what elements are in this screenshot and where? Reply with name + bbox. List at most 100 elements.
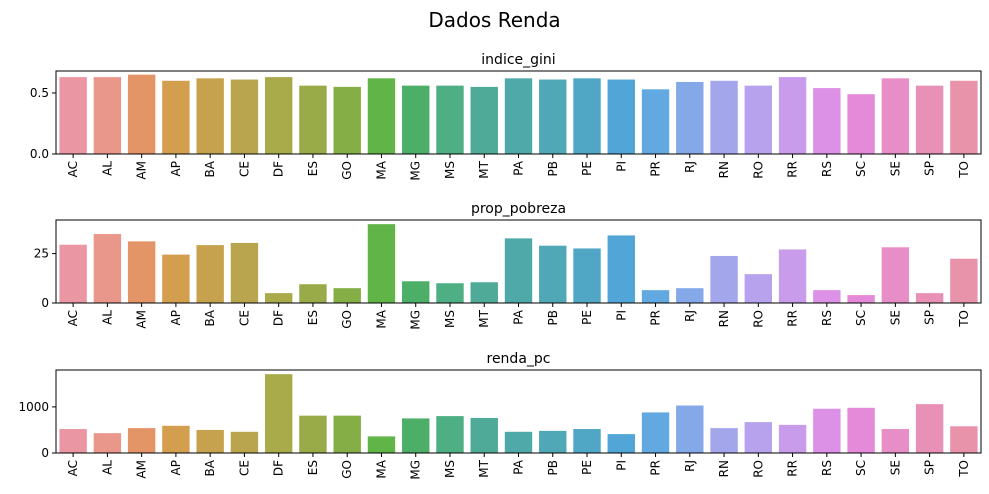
bar-mg <box>402 85 430 154</box>
x-tick-label: AM <box>135 161 149 180</box>
bar-pr <box>641 412 670 453</box>
bar-ap <box>162 80 190 154</box>
bar-ba <box>196 78 224 154</box>
x-tick-label: ES <box>306 161 320 176</box>
bar-ac <box>59 77 87 154</box>
x-tick-label: AL <box>100 460 114 475</box>
x-tick-label: PA <box>512 160 526 175</box>
x-tick-label: SC <box>854 310 868 326</box>
bar-am <box>127 428 156 453</box>
bar-pa <box>504 78 533 154</box>
x-tick-label: PA <box>512 459 526 474</box>
x-tick-label: SE <box>888 310 902 325</box>
bar-sc <box>847 94 875 154</box>
bar-rn <box>710 255 738 303</box>
x-tick-label: PI <box>614 310 628 321</box>
bar-al <box>93 234 122 303</box>
y-tick-label: 0 <box>41 296 49 310</box>
x-tick-label: DF <box>272 460 286 476</box>
bar-mg <box>402 418 430 453</box>
bar-al <box>93 77 122 154</box>
bar-rn <box>710 80 738 154</box>
x-tick-label: PR <box>649 460 663 476</box>
x-tick-label: SC <box>854 460 868 476</box>
bar-sc <box>847 407 875 453</box>
x-tick-label: AL <box>100 161 114 176</box>
x-tick-label: MS <box>443 460 457 478</box>
bar-ma <box>367 78 396 154</box>
x-tick-label: GO <box>340 310 354 329</box>
x-tick-label: DF <box>272 161 286 177</box>
bar-rs <box>813 88 841 154</box>
y-tick-label: 0 <box>41 446 49 460</box>
bar-rj <box>676 81 704 154</box>
bar-rj <box>676 288 704 303</box>
x-tick-label: BA <box>203 459 217 476</box>
bar-df <box>264 374 293 453</box>
bar-pb <box>539 430 567 453</box>
bar-mt <box>470 86 498 154</box>
bar-am <box>127 241 156 303</box>
x-tick-label: CE <box>237 310 251 326</box>
x-tick-label: PI <box>614 460 628 471</box>
x-tick-label: MS <box>443 310 457 328</box>
x-tick-label: RS <box>820 460 834 476</box>
x-tick-label: TO <box>957 161 971 179</box>
x-tick-label: MG <box>409 161 423 181</box>
x-tick-label: MT <box>477 459 491 477</box>
x-tick-label: MT <box>477 160 491 178</box>
bar-rs <box>813 290 841 303</box>
x-tick-label: TO <box>957 460 971 478</box>
bar-mg <box>402 281 430 303</box>
x-tick-label: RR <box>786 310 800 327</box>
bar-go <box>333 86 361 154</box>
x-tick-label: AP <box>169 460 183 475</box>
x-tick-label: ES <box>306 460 320 475</box>
x-tick-label: RJ <box>683 310 697 322</box>
x-tick-label: AC <box>66 310 80 326</box>
bar-es <box>299 85 327 154</box>
x-tick-label: CE <box>237 161 251 177</box>
x-tick-label: SP <box>923 310 937 325</box>
bar-ba <box>196 245 224 303</box>
bar-ce <box>230 242 259 303</box>
bar-pi <box>607 79 635 154</box>
x-tick-label: RO <box>751 161 765 179</box>
x-tick-label: AM <box>135 460 149 479</box>
x-tick-label: SP <box>923 161 937 176</box>
bar-rr <box>778 77 807 154</box>
bar-ma <box>367 224 396 303</box>
x-tick-label: MG <box>409 310 423 330</box>
x-tick-label: PI <box>614 161 628 172</box>
bar-rr <box>778 249 807 303</box>
bar-go <box>333 288 361 303</box>
x-tick-label: BA <box>203 160 217 177</box>
bar-to <box>950 258 978 303</box>
x-tick-label: AL <box>100 310 114 325</box>
x-tick-label: MS <box>443 161 457 179</box>
x-tick-label: AC <box>66 161 80 177</box>
bar-ce <box>230 431 259 453</box>
x-tick-label: MA <box>374 309 388 328</box>
x-tick-label: AM <box>135 310 149 329</box>
x-tick-label: RO <box>751 310 765 328</box>
x-tick-label: PB <box>546 310 560 325</box>
bar-ro <box>744 422 773 453</box>
x-tick-label: RN <box>717 460 731 477</box>
bar-pi <box>607 235 635 303</box>
panel-title: renda_pc <box>487 351 551 367</box>
bar-pr <box>641 290 670 303</box>
x-tick-label: PB <box>546 161 560 176</box>
bar-sp <box>915 293 944 303</box>
chart-panel-renda-pc: renda_pc 0 1000 AC AL AM AP BA CE DF ES GO MA MG MS MT P… <box>18 351 982 480</box>
bar-df <box>264 293 293 303</box>
bar-pe <box>573 248 601 303</box>
bar-rs <box>813 408 841 453</box>
bar-ms <box>436 283 464 303</box>
x-tick-label: PB <box>546 460 560 475</box>
x-tick-label: SE <box>888 460 902 475</box>
bar-sc <box>847 295 875 303</box>
x-tick-label: AP <box>169 310 183 325</box>
bar-pa <box>504 238 533 303</box>
